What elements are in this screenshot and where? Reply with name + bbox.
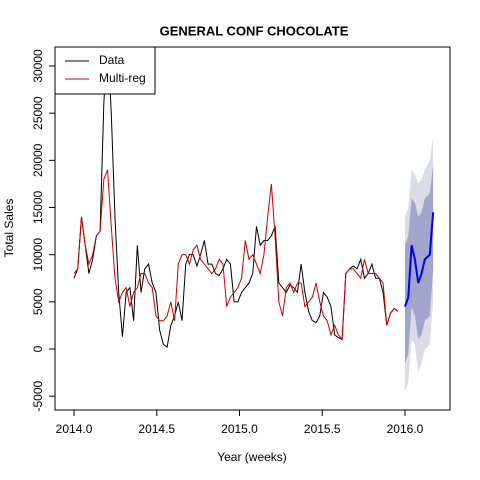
- data-line: [73, 169, 399, 341]
- x-tick-label: 2014.5: [138, 422, 175, 436]
- chart-title: GENERAL CONF CHOCOLATE: [160, 23, 349, 38]
- x-tick-label: 2015.0: [221, 422, 258, 436]
- legend-box: [54, 46, 156, 95]
- x-tick-label: 2016.0: [387, 422, 424, 436]
- plot-frame: [54, 46, 451, 411]
- y-tick-label: 0: [31, 345, 45, 352]
- y-tick-label: -5000: [31, 380, 45, 411]
- forecast-line: [404, 212, 435, 307]
- legend-label: Data: [99, 53, 125, 67]
- y-tick-label: 5000: [31, 288, 45, 315]
- x-tick-label: 2015.5: [304, 422, 341, 436]
- x-tick-label: 2014.0: [56, 422, 93, 436]
- legend-label: Multi-reg: [99, 71, 146, 85]
- x-axis-label: Year (weeks): [217, 450, 287, 464]
- y-tick-label: 15000: [31, 190, 45, 224]
- y-tick-label: 30000: [31, 49, 45, 83]
- band-80: [404, 165, 434, 364]
- y-tick-label: 10000: [31, 238, 45, 272]
- plot-area: [73, 47, 435, 392]
- y-axis-label: Total Sales: [2, 199, 16, 258]
- y-tick-label: 20000: [31, 143, 45, 177]
- y-tick-label: 25000: [31, 96, 45, 130]
